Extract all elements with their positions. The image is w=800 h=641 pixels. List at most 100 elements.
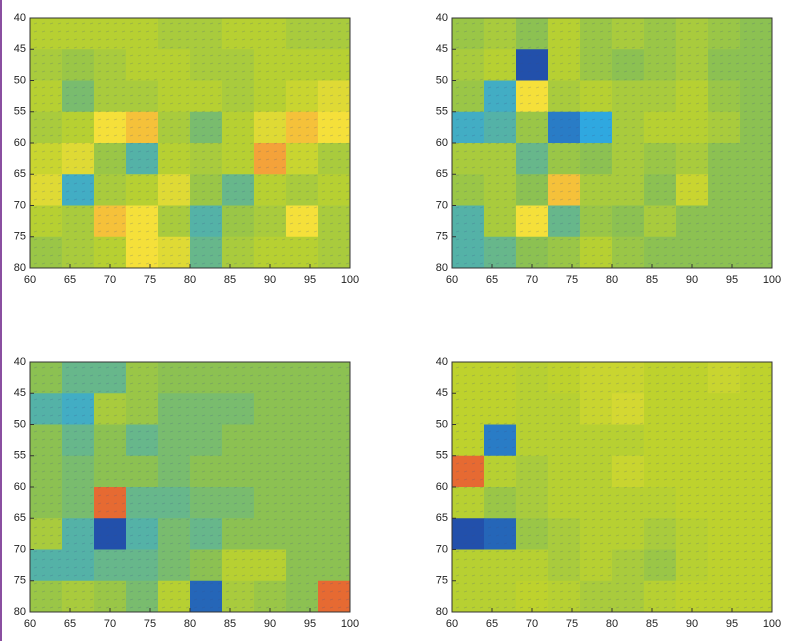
vector-texture — [615, 94, 620, 97]
vector-texture — [759, 238, 764, 241]
vector-texture — [113, 134, 118, 137]
heat-cell — [318, 174, 351, 206]
vector-texture — [647, 86, 652, 89]
vector-texture — [591, 134, 596, 137]
vector-texture — [257, 78, 262, 81]
vector-texture — [113, 158, 118, 161]
vector-texture — [161, 590, 166, 593]
vector-texture — [551, 134, 556, 137]
vector-texture — [759, 78, 764, 81]
vector-texture — [743, 230, 748, 233]
vector-texture — [471, 254, 476, 257]
vector-texture — [281, 486, 286, 489]
vector-texture — [137, 566, 142, 569]
vector-texture — [41, 422, 46, 425]
vector-texture — [455, 70, 460, 73]
vector-texture — [57, 366, 62, 369]
vector-texture — [695, 254, 700, 257]
vector-texture — [129, 374, 134, 377]
vector-texture — [471, 438, 476, 441]
vector-texture — [233, 150, 238, 153]
vector-texture — [623, 382, 628, 385]
vector-texture — [121, 366, 126, 369]
vector-texture — [455, 510, 460, 513]
vector-texture — [479, 262, 484, 265]
vector-texture — [121, 262, 126, 265]
vector-texture — [551, 110, 556, 113]
vector-texture — [177, 150, 182, 153]
vector-texture — [113, 590, 118, 593]
vector-texture — [345, 86, 350, 89]
vector-texture — [337, 190, 342, 193]
vector-texture — [767, 230, 772, 233]
vector-texture — [463, 142, 468, 145]
vector-texture — [193, 558, 198, 561]
vector-texture — [257, 134, 262, 137]
vector-texture — [703, 262, 708, 265]
vector-texture — [297, 158, 302, 161]
vector-texture — [313, 566, 318, 569]
vector-texture — [687, 374, 692, 377]
vector-texture — [129, 254, 134, 257]
vector-texture — [105, 366, 110, 369]
vector-texture — [129, 606, 134, 609]
vector-texture — [599, 510, 604, 513]
vector-texture — [471, 446, 476, 449]
vector-texture — [289, 158, 294, 161]
vector-texture — [703, 198, 708, 201]
heat-cell — [740, 393, 773, 425]
vector-texture — [639, 430, 644, 433]
vector-texture — [455, 494, 460, 497]
vector-texture — [89, 374, 94, 377]
vector-texture — [583, 246, 588, 249]
vector-texture — [663, 118, 668, 121]
vector-texture — [623, 366, 628, 369]
vector-texture — [201, 238, 206, 241]
vector-texture — [249, 222, 254, 225]
vector-texture — [73, 510, 78, 513]
vector-texture — [671, 238, 676, 241]
vector-texture — [655, 190, 660, 193]
vector-texture — [33, 550, 38, 553]
vector-texture — [33, 374, 38, 377]
vector-texture — [567, 62, 572, 65]
vector-texture — [185, 22, 190, 25]
vector-texture — [153, 158, 158, 161]
vector-texture — [759, 486, 764, 489]
vector-texture — [137, 30, 142, 33]
vector-texture — [543, 510, 548, 513]
vector-texture — [297, 430, 302, 433]
vector-texture — [249, 38, 254, 41]
vector-texture — [751, 78, 756, 81]
vector-texture — [81, 534, 86, 537]
vector-texture — [177, 238, 182, 241]
vector-texture — [201, 142, 206, 145]
vector-texture — [177, 174, 182, 177]
y-tick-label: 45 — [436, 43, 448, 55]
vector-texture — [575, 86, 580, 89]
vector-texture — [503, 70, 508, 73]
heat-cell — [484, 205, 517, 238]
vector-texture — [321, 558, 326, 561]
vector-texture — [671, 182, 676, 185]
vector-texture — [233, 254, 238, 257]
vector-texture — [575, 230, 580, 233]
vector-texture — [559, 502, 564, 505]
vector-texture — [679, 526, 684, 529]
vector-texture — [137, 366, 142, 369]
vector-texture — [121, 54, 126, 57]
vector-texture — [663, 390, 668, 393]
vector-texture — [487, 238, 492, 241]
vector-texture — [217, 534, 222, 537]
vector-texture — [727, 94, 732, 97]
vector-texture — [57, 222, 62, 225]
vector-texture — [711, 382, 716, 385]
vector-texture — [345, 414, 350, 417]
vector-texture — [57, 46, 62, 49]
vector-texture — [671, 438, 676, 441]
vector-texture — [137, 430, 142, 433]
vector-texture — [281, 222, 286, 225]
vector-texture — [305, 470, 310, 473]
vector-texture — [161, 134, 166, 137]
vector-texture — [137, 246, 142, 249]
